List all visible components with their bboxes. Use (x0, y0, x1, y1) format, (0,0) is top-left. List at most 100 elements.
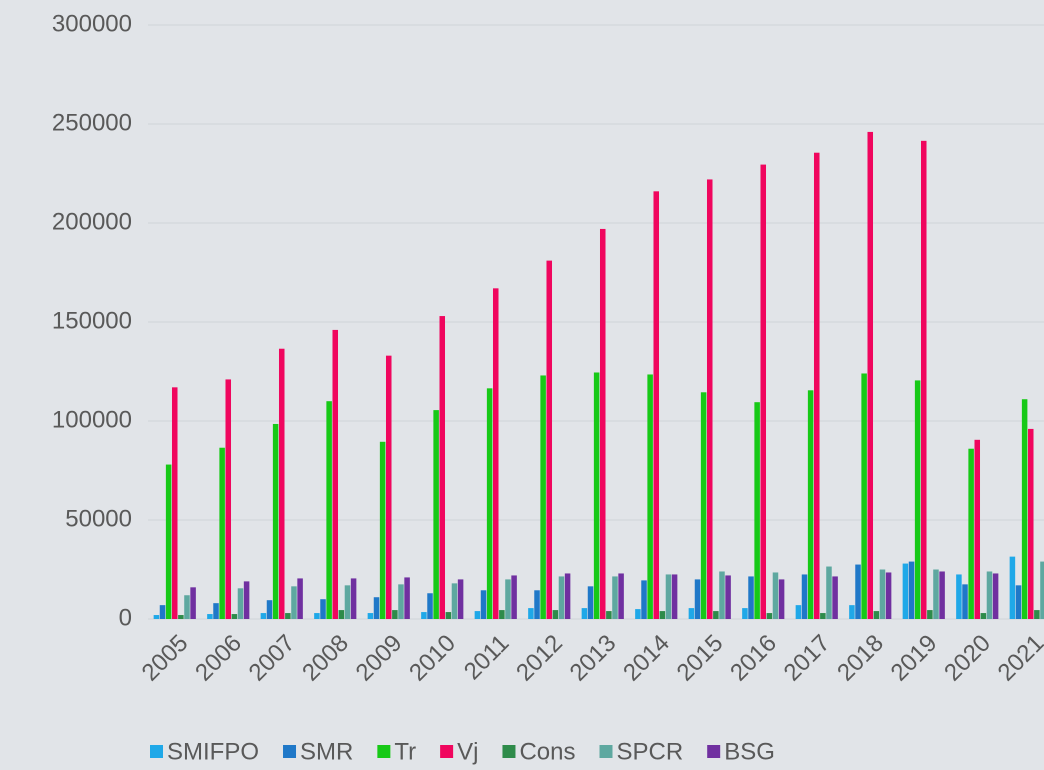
bar (159, 605, 166, 619)
bar (433, 410, 439, 619)
bar (832, 576, 838, 619)
bar (379, 441, 386, 619)
bar (1015, 585, 1022, 619)
x-tick-label: 2016 (725, 630, 782, 687)
bar (974, 439, 981, 619)
bar (902, 563, 909, 619)
bar (956, 574, 962, 619)
y-tick-label: 0 (119, 604, 132, 631)
bar (599, 228, 606, 619)
y-tick-label: 50000 (65, 505, 132, 532)
bar (820, 613, 826, 619)
x-tick-label: 2018 (832, 630, 889, 687)
bar (278, 348, 285, 619)
bar (350, 578, 357, 619)
bar (291, 586, 297, 619)
bar (171, 387, 178, 619)
bar (795, 605, 802, 619)
bar (427, 593, 433, 619)
bar (1027, 428, 1034, 619)
bar (980, 613, 987, 619)
bar (725, 575, 731, 619)
bar (499, 610, 505, 619)
legend-swatch (502, 745, 516, 758)
bar (659, 611, 666, 619)
bar (754, 402, 760, 619)
x-tick-label: 2021 (993, 630, 1044, 687)
bar (593, 372, 600, 619)
bar (404, 577, 410, 619)
x-tick-label: 2015 (672, 630, 729, 687)
bar (528, 608, 534, 619)
bar (766, 613, 773, 619)
bar (344, 585, 351, 619)
bar (1021, 399, 1028, 619)
bar (618, 573, 624, 619)
bar (1034, 610, 1040, 619)
bar (920, 140, 927, 619)
bar (184, 595, 190, 619)
legend-swatch (440, 745, 454, 758)
x-tick-label: 2009 (351, 630, 408, 687)
bar (742, 608, 748, 619)
x-tick-label: 2017 (779, 630, 836, 687)
legend-swatch (283, 745, 297, 758)
bar (392, 610, 398, 619)
bar (914, 380, 921, 619)
x-tick-label: 2010 (404, 630, 461, 687)
x-tick-label: 2011 (459, 630, 515, 686)
bar (243, 581, 250, 619)
bar (421, 612, 427, 619)
x-tick-label: 2005 (137, 630, 194, 687)
y-tick-label: 150000 (52, 307, 132, 334)
bar (671, 574, 678, 619)
x-tick-label: 2008 (297, 630, 354, 687)
legend-label: SMR (300, 738, 353, 765)
bar (272, 423, 279, 619)
bar (688, 608, 695, 619)
x-tick-label: 2012 (511, 630, 568, 687)
bar (581, 608, 588, 619)
bar (772, 572, 779, 619)
bar (546, 260, 553, 619)
legend-label: Vj (457, 738, 478, 765)
bar (813, 152, 820, 619)
bar (439, 316, 446, 619)
x-tick-label: 2019 (886, 630, 943, 687)
bar (178, 615, 184, 619)
bar (612, 576, 618, 619)
bar (511, 575, 517, 619)
bar (505, 579, 511, 619)
bar (867, 131, 874, 620)
bar (320, 599, 326, 619)
bar (778, 579, 785, 619)
bar (992, 573, 999, 619)
bar (451, 583, 458, 619)
bar (564, 573, 571, 619)
y-tick-label: 250000 (52, 109, 132, 136)
bar (748, 576, 754, 619)
bar (1040, 561, 1044, 619)
bar (540, 375, 546, 619)
bar (1009, 556, 1016, 619)
y-tick-label: 300000 (52, 10, 132, 37)
legend-label: Tr (394, 738, 416, 765)
bar (606, 611, 612, 619)
x-tick-label: 2013 (565, 630, 622, 687)
bar (706, 179, 713, 619)
bar (332, 329, 339, 619)
bar (219, 447, 225, 619)
bar (326, 401, 332, 619)
bar (260, 613, 267, 619)
bar (647, 374, 653, 619)
bar (700, 392, 707, 619)
bar (373, 597, 380, 619)
bar (801, 574, 808, 619)
bar (457, 579, 464, 619)
bar (297, 578, 303, 619)
bar (190, 587, 196, 619)
bar (665, 574, 672, 619)
bar (908, 561, 915, 619)
bar (807, 390, 814, 619)
